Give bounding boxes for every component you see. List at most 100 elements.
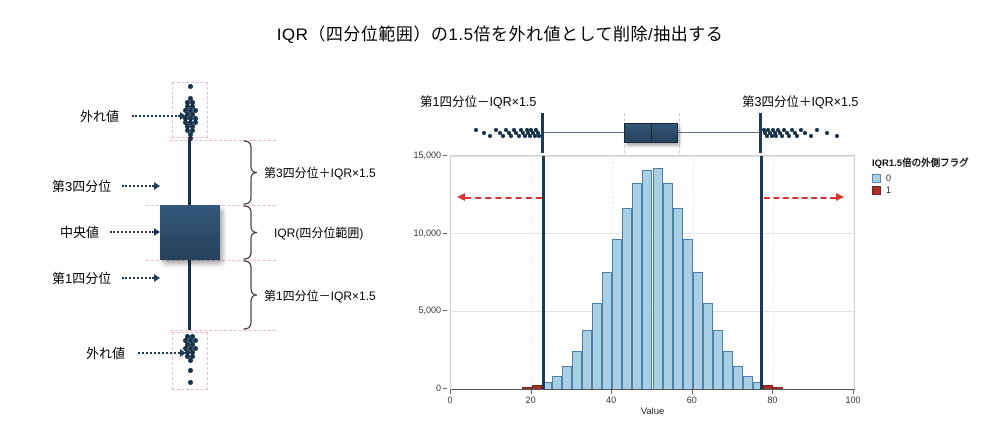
histogram-bar <box>662 183 673 389</box>
histogram-bar <box>612 238 623 389</box>
histogram-bar <box>622 207 633 389</box>
outlier-dot <box>182 346 188 351</box>
outlier-dot <box>488 134 493 138</box>
x-tick-label: 20 <box>525 395 536 405</box>
outlier-dot <box>190 350 195 355</box>
arrow-outlier-top-icon <box>132 115 180 117</box>
page-title: IQR（四分位範囲）の1.5倍を外れ値として削除/抽出する <box>276 25 724 44</box>
legend-swatch <box>872 173 881 183</box>
histogram-bar <box>672 207 683 389</box>
histogram-bar <box>733 366 744 389</box>
histogram-bar <box>652 168 663 389</box>
outlier-dot <box>185 354 190 359</box>
outlier-dot <box>795 134 800 138</box>
label-outlier-bottom: 外れ値 <box>86 346 126 361</box>
histogram-bar <box>702 303 713 389</box>
outlier-dot <box>187 380 193 385</box>
x-axis: 0 20 40 60 80 100 <box>447 390 861 406</box>
outlier-dot <box>185 124 190 129</box>
x-tick-mark <box>691 390 693 394</box>
histogram-bar <box>521 387 532 389</box>
boxplot-median <box>651 123 652 143</box>
x-tick-mark <box>772 390 774 394</box>
histogram-bar <box>541 382 552 389</box>
outlier-dot <box>190 128 195 133</box>
outlier-dot <box>814 128 819 132</box>
gridline-v <box>531 156 533 389</box>
y-tick-label: 0 <box>435 383 441 393</box>
outlier-dot <box>187 358 193 363</box>
outlier-dot <box>529 128 534 132</box>
brace-iqr-icon <box>243 205 258 260</box>
gridline-h <box>451 155 854 157</box>
outlier-arrow-left <box>465 196 542 199</box>
outlier-dot <box>771 128 776 132</box>
histogram-bar <box>561 366 572 389</box>
outlier-dot <box>532 134 537 138</box>
outlier-dot <box>482 131 487 135</box>
iqr-boundary-line <box>759 156 763 389</box>
legend-item: 1 <box>872 185 994 195</box>
outlier-dot <box>185 128 190 133</box>
iqr-boundary-line <box>758 113 762 153</box>
arrowhead-icon <box>154 274 160 282</box>
outlier-dot <box>776 128 781 132</box>
outlier-dot <box>780 134 785 138</box>
outlier-dot <box>767 131 772 135</box>
arrowhead-icon <box>154 228 160 236</box>
outlier-dot <box>185 100 190 105</box>
outlier-dot <box>185 342 190 347</box>
legend-label: 1 <box>886 185 892 195</box>
histogram-bar <box>682 238 693 389</box>
histogram-bar <box>743 375 754 389</box>
label-outlier-top: 外れ値 <box>80 109 120 124</box>
histogram-bar <box>632 183 643 389</box>
histogram-bar <box>712 330 723 389</box>
outlier-dot <box>494 128 499 132</box>
outlier-dot <box>504 128 509 132</box>
y-tick-label: 5,000 <box>418 305 441 316</box>
x-tick-label: 60 <box>686 395 697 405</box>
outlier-dot <box>798 128 803 132</box>
outlier-dot <box>182 338 188 343</box>
outlier-dot <box>518 128 523 132</box>
outlier-dot <box>190 104 195 109</box>
outlier-dot <box>192 108 198 113</box>
histogram-plot <box>450 155 855 390</box>
outlier-dot <box>802 131 807 135</box>
y-tick-mark <box>443 388 447 389</box>
boundary-label-left: 第1四分位－IQR×1.5 <box>420 95 537 109</box>
arrowhead-icon <box>154 182 160 190</box>
histogram-bar <box>763 385 774 389</box>
outlier-dot <box>787 134 792 138</box>
boundary-label-right: 第3四分位＋IQR×1.5 <box>742 95 859 109</box>
quartile-guide <box>678 113 680 153</box>
y-tick-mark <box>443 310 447 312</box>
outlier-dot <box>531 131 536 135</box>
outlier-dot <box>501 134 506 138</box>
outlier-dot <box>192 116 198 121</box>
label-q3: 第3四分位 <box>52 179 112 194</box>
outlier-guide-box-bottom <box>172 332 208 390</box>
outlier-dot <box>764 134 769 138</box>
histogram-bar <box>531 385 542 389</box>
arrow-outlier-bottom-icon <box>138 352 180 354</box>
left-boxplot-diagram: 外れ値 第3四分位 中央値 第1四分位 外れ値 第3四分位＋IQR×1.5 IQ… <box>40 80 410 425</box>
outlier-dot <box>772 131 777 135</box>
iqr-histogram-chart: 第1四分位－IQR×1.5 第3四分位＋IQR×1.5 0 5,000 10,000… <box>413 85 998 431</box>
outlier-dot <box>187 120 193 125</box>
x-tick-mark <box>530 390 532 394</box>
outlier-dot <box>527 134 532 138</box>
x-tick-mark <box>450 390 451 394</box>
annotation-iqr-range: IQR(四分位範囲) <box>274 226 364 240</box>
x-axis-title: Value <box>640 406 665 417</box>
y-tick-label: 10,000 <box>413 227 441 238</box>
outlier-dot <box>190 100 195 105</box>
histogram-bar <box>592 303 603 389</box>
histogram-bar <box>642 170 653 389</box>
outlier-dot <box>190 334 195 339</box>
outlier-dot <box>537 134 542 138</box>
